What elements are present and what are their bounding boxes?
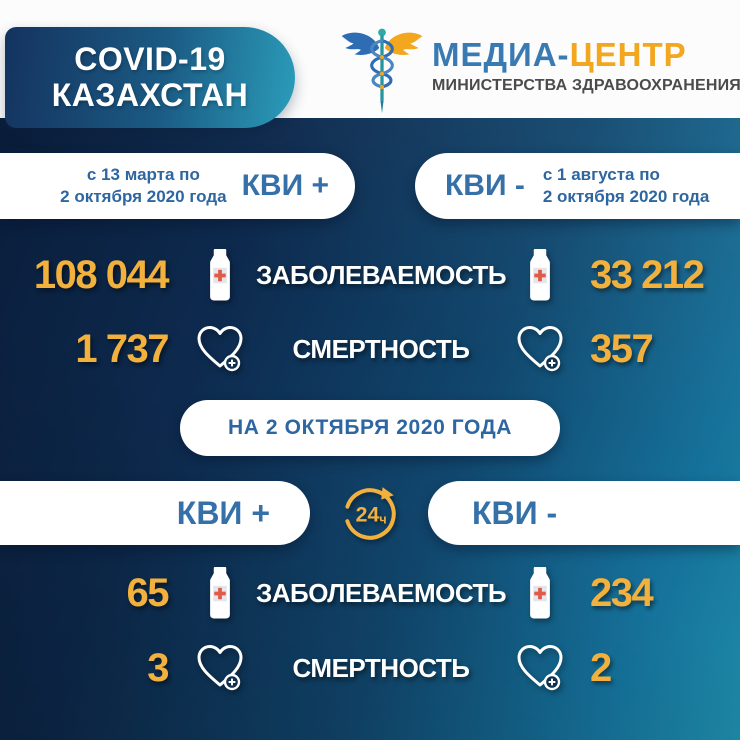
kvi-minus-cases-value: 234 — [590, 570, 654, 615]
kvi-minus-label: КВИ - — [445, 169, 525, 202]
daily-date-pill: НА 2 ОКТЯБРЯ 2020 ГОДА — [180, 400, 560, 456]
period-line-2: 2 октября 2020 года — [60, 187, 227, 206]
kvi-plus-label: КВИ + — [241, 169, 329, 202]
deaths-metric-label: СМЕРТНОСТЬ — [292, 333, 470, 364]
logo-text-block: МЕДИА-ЦЕНТР МИНИСТЕРСТВА ЗДРАВООХРАНЕНИЯ… — [432, 26, 740, 95]
logo-title: МЕДИА-ЦЕНТР — [432, 38, 740, 71]
heart-plus-icon — [193, 324, 247, 374]
deaths-metric-label: СМЕРТНОСТЬ — [292, 652, 470, 683]
heart-plus-icon — [513, 324, 567, 374]
daily-date-text: НА 2 ОКТЯБРЯ 2020 ГОДА — [227, 416, 513, 439]
24h-number: 24 — [356, 503, 380, 527]
cumulative-kvi-plus-pill: с 13 марта по 2 октября 2020 года КВИ + — [0, 153, 355, 219]
logo-title-accent: ЦЕНТР — [569, 36, 687, 73]
badge-title: COVID-19 — [74, 40, 226, 77]
cases-metric-label: ЗАБОЛЕВАЕМОСТЬ — [255, 577, 507, 608]
logo-title-primary: МЕДИА- — [432, 36, 570, 73]
caduceus-icon — [341, 28, 423, 114]
kvi-minus-label: КВИ - — [472, 494, 558, 531]
medicine-bottle-icon — [522, 567, 558, 619]
daily-kvi-plus-pill: КВИ + — [0, 481, 310, 545]
medicine-bottle-icon — [202, 249, 238, 301]
kvi-plus-deaths-value: 3 — [147, 645, 169, 690]
daily-kvi-minus-pill: КВИ - — [428, 481, 740, 545]
header: COVID-19 КАЗАХСТАН МЕДИА-ЦЕНТР МИНИСТЕРС… — [0, 0, 740, 128]
kvi-minus-deaths-value: 357 — [590, 326, 654, 371]
stat-row-daily-deaths: 3 СМЕРТНОСТЬ 2 — [0, 638, 740, 698]
period-line-1: с 13 марта по — [86, 164, 200, 184]
period-line-2: 2 октября 2020 года — [542, 187, 710, 206]
medicine-bottle-icon — [202, 567, 238, 619]
kvi-minus-cases-value: 33 212 — [590, 252, 705, 297]
logo-subtitle: МИНИСТЕРСТВА ЗДРАВООХРАНЕНИЯ РК — [432, 77, 740, 94]
kvi-plus-cases-value: 65 — [126, 570, 170, 615]
badge-subtitle: КАЗАХСТАН — [51, 76, 249, 113]
kvi-plus-deaths-value: 1 737 — [75, 326, 169, 371]
covid19-kazakhstan-badge: COVID-19 КАЗАХСТАН — [5, 27, 295, 128]
cumulative-kvi-plus-period: с 13 марта по 2 октября 2020 года — [60, 164, 226, 208]
kvi-minus-deaths-value: 2 — [590, 645, 612, 690]
stat-row-daily-cases: 65 ЗАБОЛЕВАЕМОСТЬ 234 — [0, 563, 740, 623]
heart-plus-icon — [513, 643, 567, 693]
heart-plus-icon — [193, 643, 247, 693]
stat-row-cumulative-deaths: 1 737 СМЕРТНОСТЬ 357 — [0, 319, 740, 379]
cases-metric-label: ЗАБОЛЕВАЕМОСТЬ — [255, 259, 507, 290]
24-hours-icon: 24 ч — [344, 487, 396, 540]
kvi-plus-label: КВИ + — [176, 494, 270, 531]
kvi-plus-cases-value: 108 044 — [33, 252, 170, 297]
period-line-1: с 1 августа по — [542, 164, 660, 184]
media-center-logo: МЕДИА-ЦЕНТР МИНИСТЕРСТВА ЗДРАВООХРАНЕНИЯ… — [340, 26, 740, 114]
stat-row-cumulative-cases: 108 044 ЗАБОЛЕВАЕМОСТЬ 33 212 — [0, 245, 740, 305]
24h-unit: ч — [379, 512, 386, 526]
medicine-bottle-icon — [522, 249, 558, 301]
cumulative-kvi-minus-period: с 1 августа по 2 октября 2020 года — [543, 164, 709, 208]
cumulative-kvi-minus-pill: КВИ - с 1 августа по 2 октября 2020 года — [415, 153, 740, 219]
